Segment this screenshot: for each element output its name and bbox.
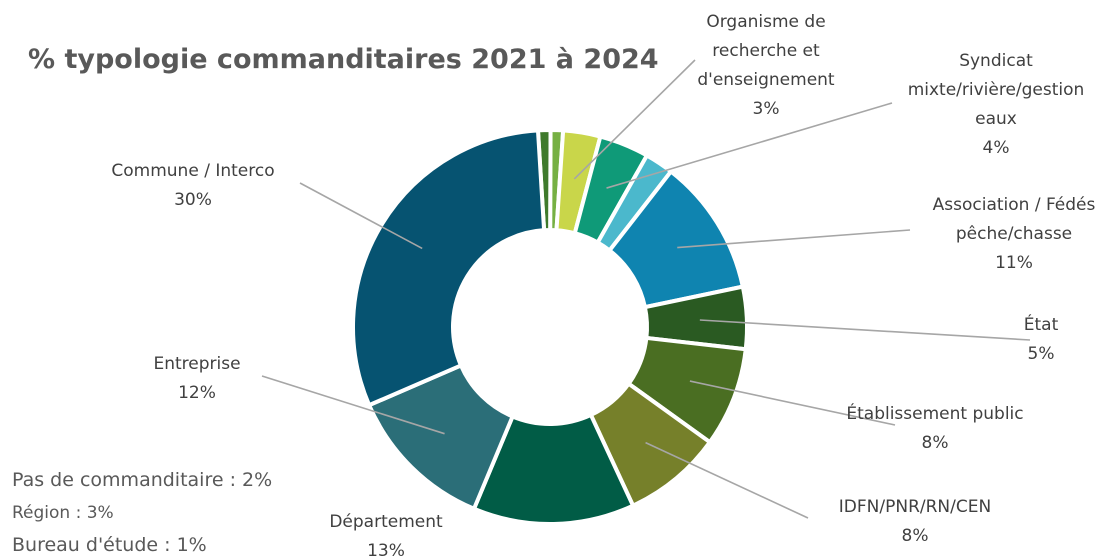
chart-title: % typologie commanditaires 2021 à 2024 bbox=[28, 44, 659, 75]
slice-label: Commune / Interco 30% bbox=[111, 161, 274, 210]
side-note: Pas de commanditaire : 2% bbox=[12, 469, 272, 491]
slice-label: Organisme de recherche et d'enseignement 3% bbox=[697, 12, 835, 119]
slice-label: Syndicat mixte/rivière/gestion eaux 4% bbox=[908, 51, 1085, 158]
slice-label: Département 13% bbox=[329, 512, 443, 557]
side-note: Bureau d'étude : 1% bbox=[12, 534, 207, 556]
side-note: Région : 3% bbox=[12, 503, 114, 523]
slice-label: Entreprise 12% bbox=[153, 354, 240, 403]
slice-commune-interco bbox=[351, 128, 547, 408]
leader-line bbox=[299, 182, 423, 250]
leader-line bbox=[606, 102, 893, 189]
leader-line bbox=[573, 59, 696, 180]
slice-labels: Organisme de recherche et d'enseignement 3%… bbox=[111, 12, 1095, 557]
leader-lines bbox=[261, 59, 1031, 519]
slice-label: Établissement public 8% bbox=[846, 402, 1023, 453]
slice-label: Association / Fédés pêche/chasse 11% bbox=[933, 195, 1096, 273]
leader-line bbox=[689, 380, 896, 426]
side-notes: Pas de commanditaire : 2% Région : 3% Bure… bbox=[12, 469, 272, 556]
leader-line bbox=[261, 375, 445, 435]
slice-label: IDFN/PNR/RN/CEN 8% bbox=[839, 497, 991, 546]
leader-line bbox=[699, 319, 1031, 341]
donut-slices bbox=[351, 127, 749, 526]
leader-line bbox=[677, 229, 911, 249]
leader-line bbox=[645, 441, 809, 519]
slice-label: État 5% bbox=[1024, 313, 1059, 364]
